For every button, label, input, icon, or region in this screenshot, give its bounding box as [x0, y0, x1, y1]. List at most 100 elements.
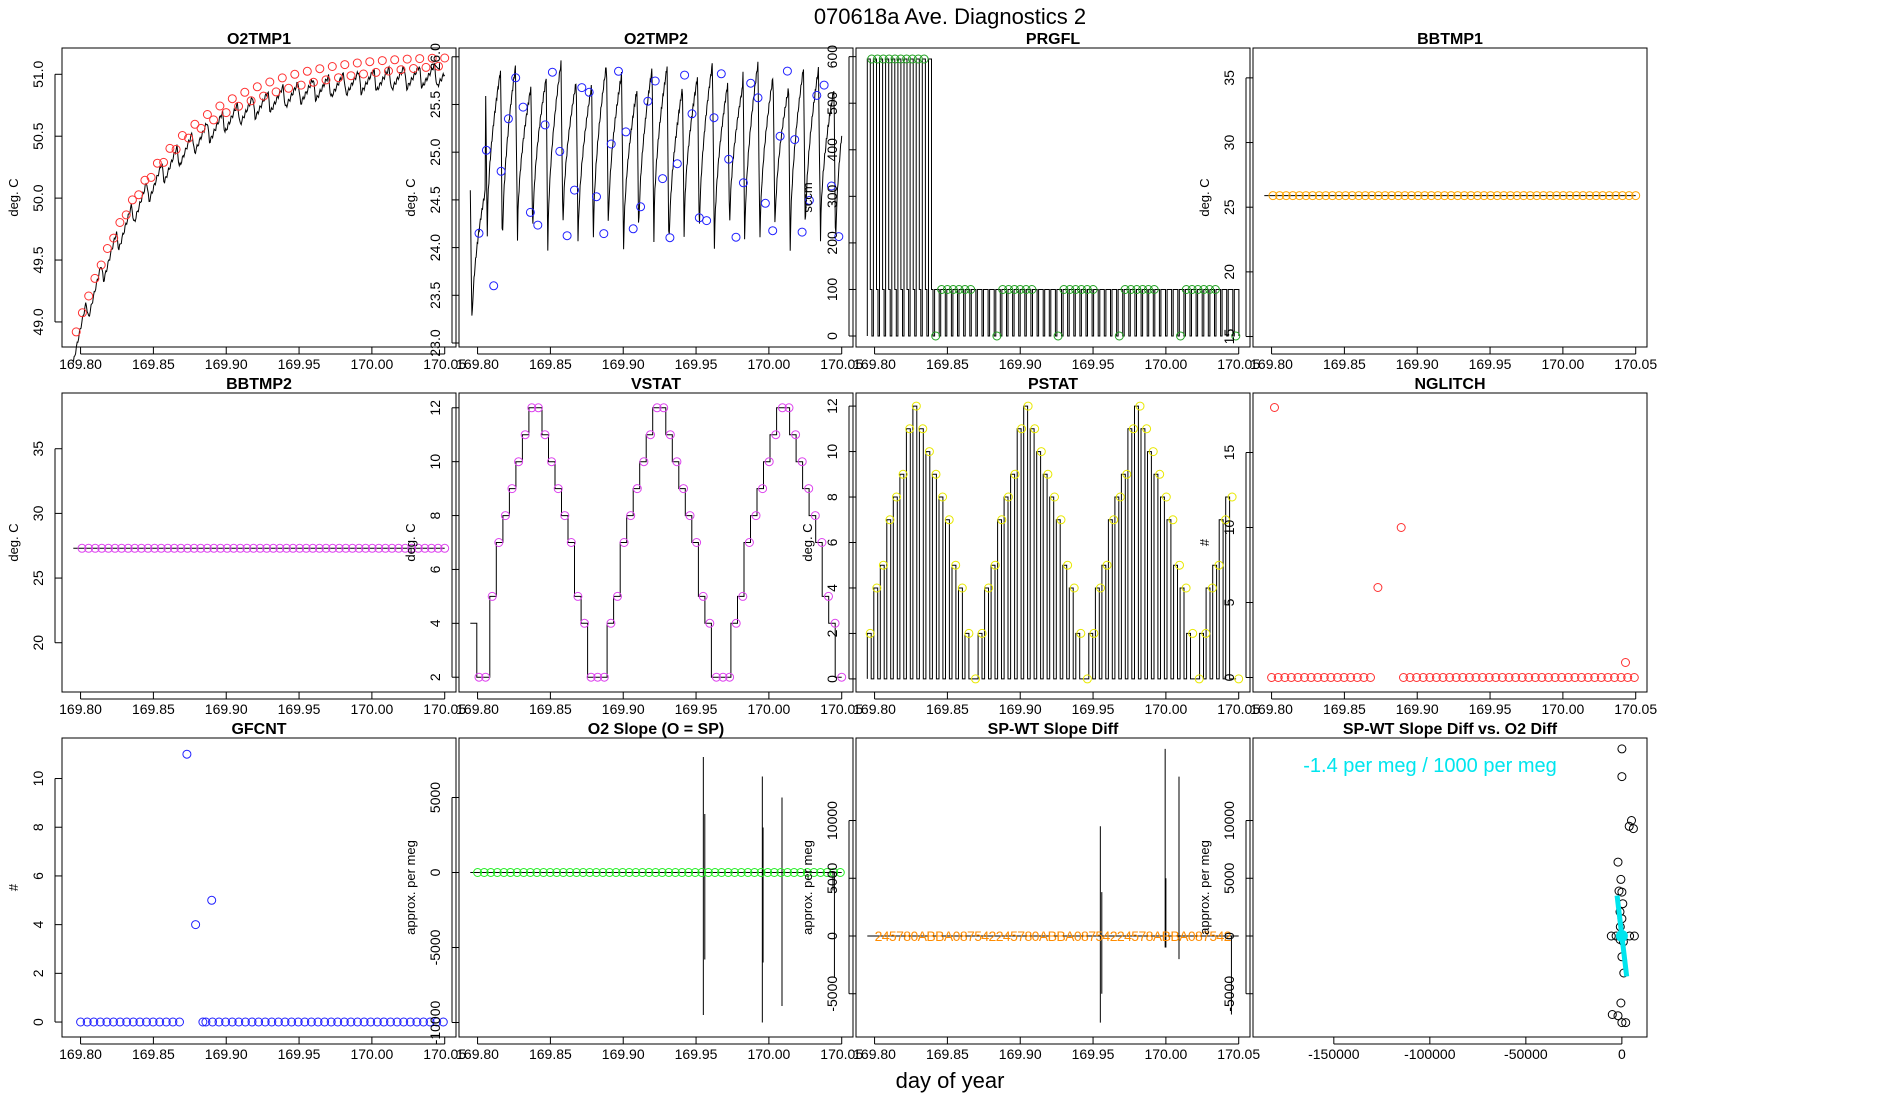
data-point — [302, 66, 312, 76]
data-point — [1578, 191, 1588, 201]
data-point — [511, 73, 521, 83]
x-tick-label: 169.85 — [1323, 356, 1366, 372]
data-point — [135, 1017, 145, 1027]
data-point — [321, 543, 331, 553]
data-point — [282, 543, 291, 553]
y-tick-label: 8 — [427, 511, 443, 519]
data-point — [837, 672, 847, 682]
y-tick-label: 10 — [824, 444, 840, 460]
data-point — [1036, 447, 1046, 457]
data-point — [1102, 560, 1112, 570]
data-point — [84, 543, 94, 553]
y-tick-label: 51.0 — [30, 60, 46, 87]
data-point — [1333, 673, 1342, 682]
data-point — [1484, 673, 1494, 682]
data-point — [1613, 1011, 1623, 1021]
data-point — [1023, 401, 1033, 411]
data-point — [394, 543, 404, 553]
data-point — [948, 285, 958, 294]
data-point — [990, 560, 1000, 570]
data-point — [1400, 191, 1410, 201]
data-point — [684, 868, 694, 877]
data-point — [763, 868, 773, 877]
data-point — [407, 543, 417, 553]
data-point — [287, 1017, 297, 1027]
data-point — [1558, 191, 1568, 201]
data-point — [290, 69, 300, 79]
data-point — [896, 54, 906, 64]
data-point — [405, 1017, 415, 1027]
data-point — [115, 218, 125, 227]
data-point — [242, 543, 252, 553]
data-point — [512, 868, 522, 877]
panel-vstat: VSTAT deg. C 169.80 169.85 169.90 169.95 170.0… — [403, 376, 863, 717]
data-point — [756, 868, 766, 877]
data-point — [890, 54, 900, 64]
data-point — [1512, 191, 1522, 201]
data-point — [632, 484, 642, 494]
data-point — [1071, 285, 1081, 294]
panel-title: SP-WT Slope Diff — [988, 721, 1119, 738]
point-label-run: 245780ABBA087542245780ABBA08754224578ABB… — [875, 928, 1232, 944]
data-point — [481, 672, 491, 682]
data-point — [552, 868, 562, 877]
data-point — [1438, 673, 1448, 682]
data-point — [1617, 1018, 1627, 1028]
data-point — [434, 61, 443, 71]
data-point — [810, 511, 820, 521]
plot-frame — [855, 737, 1251, 1038]
data-point — [1221, 515, 1231, 525]
data-point — [650, 76, 660, 86]
data-point — [421, 62, 431, 72]
data-point — [496, 166, 506, 176]
data-point — [262, 543, 272, 553]
data-point — [76, 1017, 86, 1027]
data-point — [1511, 673, 1521, 682]
data-point — [140, 175, 150, 185]
data-point — [473, 868, 483, 877]
data-point — [1596, 673, 1606, 682]
data-point — [672, 457, 682, 467]
data-point — [1306, 673, 1316, 682]
y-tick-label: 5 — [1221, 598, 1237, 606]
x-tick-label: 170.05 — [820, 356, 863, 372]
data-point — [1359, 673, 1369, 682]
data-point — [392, 1017, 402, 1027]
data-point — [1585, 191, 1595, 201]
panel-spwtdiff: SP-WT Slope Diff approx. per meg 169.80 169… — [800, 721, 1260, 1062]
data-point — [1627, 816, 1636, 825]
data-point — [834, 232, 844, 242]
y-tick-label: 8 — [30, 823, 46, 831]
x-tick-label: 169.90 — [602, 356, 645, 372]
data-point — [1194, 674, 1204, 684]
data-point — [1631, 191, 1641, 201]
data-point — [539, 868, 548, 877]
y-tick-label: 5000 — [824, 862, 840, 893]
data-point — [1420, 191, 1430, 201]
data-point — [540, 120, 550, 130]
data-point — [95, 1017, 105, 1027]
data-point — [644, 868, 654, 877]
data-point — [229, 543, 239, 553]
x-tick-label: 169.90 — [205, 1046, 248, 1062]
data-point — [1591, 191, 1601, 201]
data-point — [1565, 191, 1575, 201]
data-point — [775, 131, 785, 141]
data-point — [1015, 285, 1025, 294]
data-point — [367, 543, 377, 553]
series-line — [866, 58, 1240, 337]
data-point — [122, 1017, 132, 1027]
y-axis-label: approx. per meg — [403, 840, 418, 935]
data-point — [723, 868, 733, 877]
data-point — [1193, 285, 1203, 294]
data-point — [300, 1017, 310, 1027]
data-point — [84, 291, 94, 301]
data-point — [1617, 887, 1627, 897]
data-point — [619, 538, 629, 547]
data-point — [268, 543, 278, 553]
data-point — [1308, 191, 1318, 201]
data-point — [1056, 515, 1066, 525]
x-tick-label: 170.00 — [350, 701, 393, 717]
x-tick-label: 169.80 — [1250, 701, 1293, 717]
data-point — [1459, 191, 1469, 201]
